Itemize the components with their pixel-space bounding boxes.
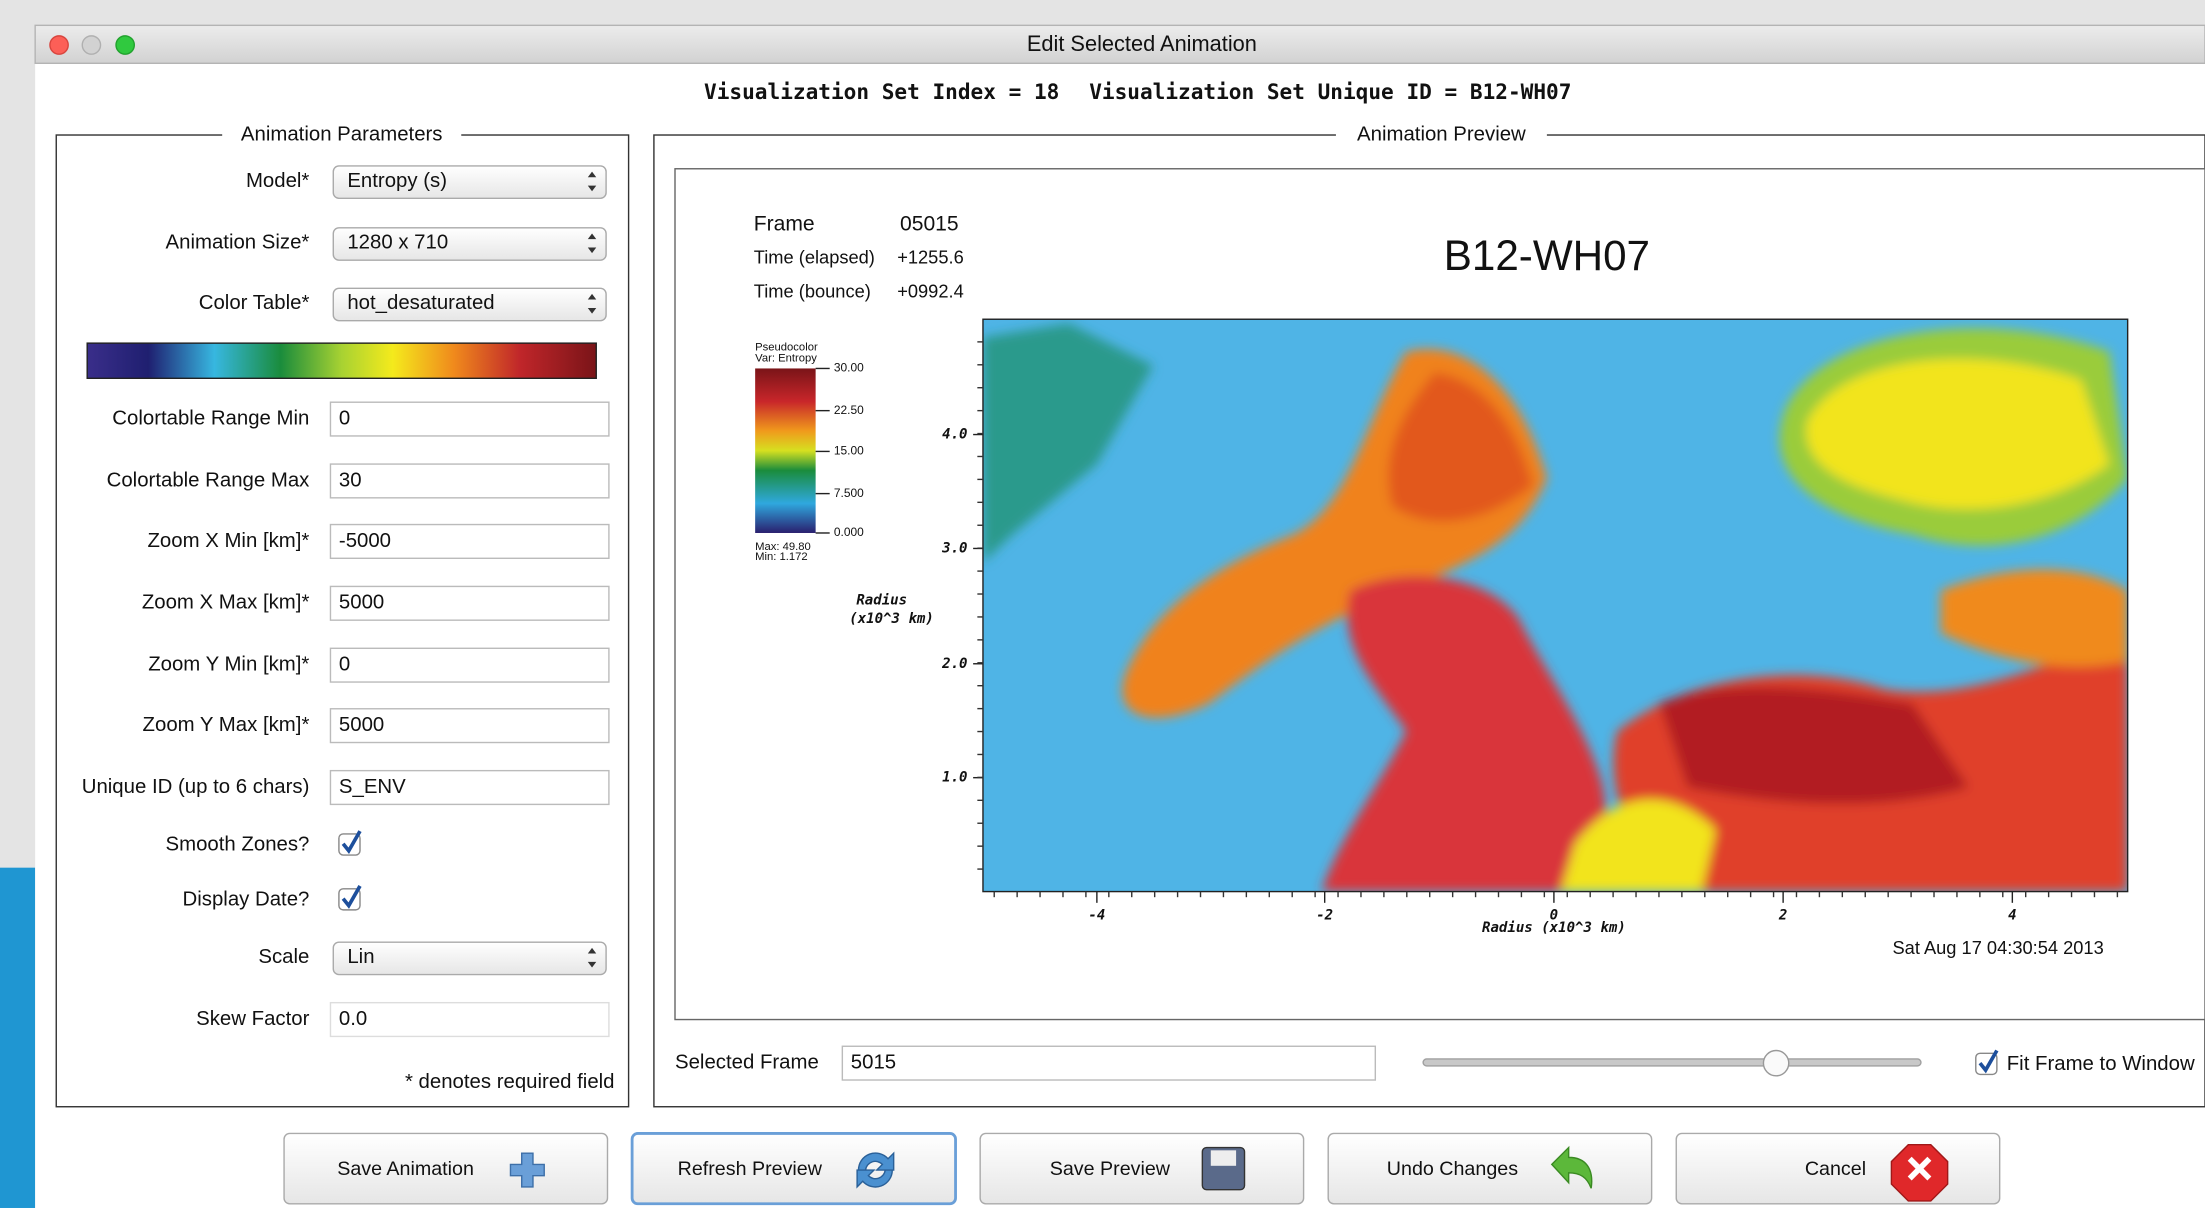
x-tick-label: 4 <box>2008 907 2016 923</box>
button-label: Undo Changes <box>1387 1158 1518 1180</box>
text-input[interactable] <box>330 464 608 498</box>
input-value: 0.0 <box>339 1008 367 1030</box>
legend-tick-label: 0.000 <box>834 525 864 539</box>
field-label: Zoom X Max [km]* <box>142 592 310 614</box>
input-value: S_ENV <box>339 776 406 798</box>
y-tick-label: 4.0 <box>942 427 967 443</box>
x-axis-label: Radius (x10^3 km) <box>1482 920 1626 936</box>
select-value: Entropy (s) <box>347 170 447 192</box>
set-index: Visualization Set Index = 18 <box>704 79 1059 104</box>
frame-input[interactable] <box>842 1046 1375 1080</box>
set-unique-id: Visualization Set Unique ID = B12-WH07 <box>1089 79 1571 104</box>
desktop-accent <box>0 868 35 1208</box>
window-title: Edit Selected Animation <box>1027 31 1257 56</box>
field-label: Scale <box>258 946 309 968</box>
y-tick-label: 3.0 <box>941 540 967 556</box>
frame-value: 5015 <box>851 1052 896 1074</box>
text-input[interactable] <box>330 402 608 436</box>
input-value: 30 <box>339 469 362 491</box>
field-label: Skew Factor <box>196 1008 309 1030</box>
legend-tick-label: 7.500 <box>834 486 864 500</box>
button-row: Save Animation Refresh Preview Save Previe… <box>284 1133 2000 1203</box>
y-tick-label: 1.0 <box>942 770 967 786</box>
button-label: Save Preview <box>1050 1158 1171 1180</box>
field-label: Zoom Y Min [km]* <box>148 654 309 676</box>
frame-slider[interactable] <box>1423 1059 1921 1066</box>
select-value: Lin <box>347 946 374 968</box>
panel-title: Animation Parameters <box>241 123 443 145</box>
field-label: Unique ID (up to 6 chars) <box>82 776 310 798</box>
time-elapsed: +1255.6 <box>897 247 964 268</box>
icon-disk-label <box>1211 1150 1236 1165</box>
field-label: Model* <box>246 170 309 192</box>
field-label: Smooth Zones? <box>166 834 310 856</box>
input-value: -5000 <box>339 530 391 552</box>
legend-colorbar <box>755 368 815 533</box>
legend-tick-label: 15.00 <box>834 444 864 458</box>
frame-label: Selected Frame <box>675 1052 819 1074</box>
slider-knob[interactable] <box>1763 1050 1788 1075</box>
time-elapsed-label: Time (elapsed) <box>754 247 875 268</box>
simulation-image <box>983 319 2128 891</box>
field-label: Color Table* <box>199 292 310 314</box>
input-value: 0 <box>339 654 350 676</box>
fit-label: Fit Frame to Window <box>2007 1053 2195 1075</box>
y-axis-label: (x10^3 km) <box>849 611 934 627</box>
legend-var: Var: Entropy <box>755 353 817 365</box>
button-label: Refresh Preview <box>678 1158 823 1180</box>
legend-min: Min: 1.172 <box>755 551 808 563</box>
field-label: Zoom X Min [km]* <box>147 530 309 552</box>
legend-title: Pseudocolor <box>755 341 818 353</box>
zoom-button[interactable] <box>116 36 134 54</box>
field-label: Display Date? <box>183 888 310 910</box>
plot-title: B12-WH07 <box>1444 232 1650 279</box>
required-note: * denotes required field <box>405 1071 615 1093</box>
color-table-preview <box>87 343 596 378</box>
button-label: Cancel <box>1805 1158 1866 1180</box>
button-label: Save Animation <box>337 1158 474 1180</box>
input-value: 5000 <box>339 592 384 614</box>
page: {"window":{"title":"Edit Selected Animat… <box>0 0 2205 1208</box>
y-tick-label: 2.0 <box>941 656 967 672</box>
frame-number: 05015 <box>900 213 959 236</box>
select-value: 1280 x 710 <box>347 232 448 254</box>
input-value: 5000 <box>339 714 384 736</box>
input-value: 0 <box>339 407 350 429</box>
time-bounce: +0992.4 <box>897 280 964 301</box>
close-button[interactable] <box>50 36 68 54</box>
screenshot: Edit Selected Animation Visualization Se… <box>0 0 2205 1208</box>
field-label: Colortable Range Min <box>112 407 309 429</box>
field-label: Animation Size* <box>166 232 310 254</box>
minimize-button[interactable] <box>82 36 100 54</box>
legend-tick-label: 22.50 <box>834 403 864 417</box>
x-tick-label: -4 <box>1088 907 1105 923</box>
frame-label: Frame <box>754 213 815 236</box>
x-tick-label: -2 <box>1316 907 1333 923</box>
panel-title: Animation Preview <box>1357 123 1526 145</box>
select-value: hot_desaturated <box>347 292 494 314</box>
field-label: Zoom Y Max [km]* <box>143 714 310 736</box>
text-input <box>330 1003 608 1037</box>
date-stamp: Sat Aug 17 04:30:54 2013 <box>1892 937 2103 958</box>
y-axis-label: Radius <box>856 592 907 608</box>
text-input[interactable] <box>330 648 608 682</box>
x-tick-label: 2 <box>1778 907 1787 923</box>
field-label: Colortable Range Max <box>107 469 310 491</box>
icon-cancel <box>1891 1145 1947 1201</box>
legend-tick-label: 30.00 <box>834 361 864 375</box>
time-bounce-label: Time (bounce) <box>754 280 871 301</box>
fit-checkbox[interactable] <box>1976 1050 1997 1074</box>
